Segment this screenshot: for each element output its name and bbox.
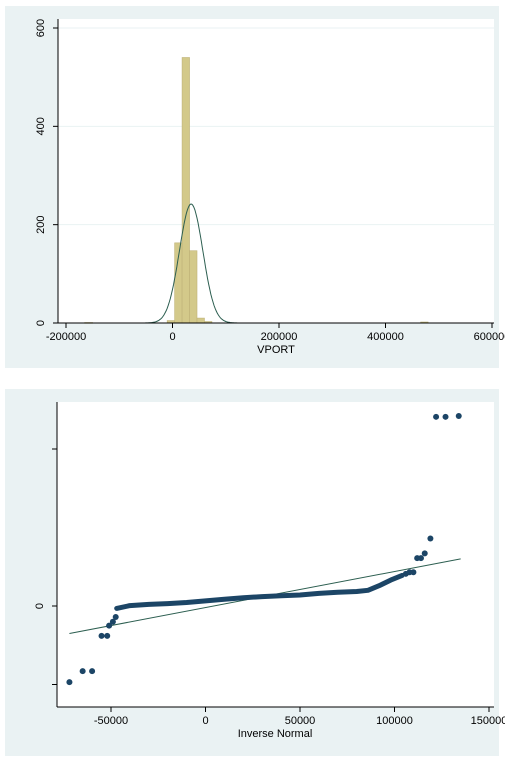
histogram-bar (181, 57, 190, 324)
quantile-point (410, 569, 417, 576)
quantile-point (109, 618, 116, 625)
y-tick-label: 600 (35, 19, 47, 37)
quantile-normal-chart: -50000 0 50000 100000 150000 0 Inverse Normal (5, 389, 505, 756)
quantile-point (112, 613, 119, 620)
x-tick-label: 0 (169, 331, 175, 343)
quantile-point (66, 679, 73, 686)
quantile-point (79, 668, 86, 675)
quantile-points (66, 413, 462, 686)
x-tick-label: 400000 (367, 331, 404, 343)
quantile-point (98, 632, 105, 639)
quantile-point (421, 550, 428, 557)
x-axis-title: VPORT (257, 344, 295, 356)
x-tick-label: 150000 (471, 715, 505, 727)
axis-ticks: -50000 0 50000 100000 150000 0 (34, 448, 505, 727)
x-tick-label: 200000 (261, 331, 298, 343)
x-tick-label: 0 (202, 715, 208, 727)
quantile-point (417, 555, 424, 562)
x-tick-label: -200000 (46, 331, 86, 343)
quantile-point (455, 413, 462, 420)
y-tick-label: 0 (34, 603, 46, 609)
plot-area (57, 402, 494, 707)
plot-area (58, 19, 494, 323)
quantile-point (442, 413, 449, 420)
quantile-point (427, 535, 434, 542)
grid-lines (58, 27, 494, 226)
x-tick-label: -50000 (94, 715, 128, 727)
quantile-points-dense (114, 572, 405, 611)
y-tick-label: 0 (35, 320, 47, 326)
quantile-point (433, 413, 440, 420)
x-tick-label: 100000 (376, 715, 413, 727)
x-tick-label: 50000 (285, 715, 316, 727)
histogram-bar (196, 317, 205, 324)
x-axis-title: Inverse Normal (238, 728, 313, 740)
quantile-point (89, 668, 96, 675)
quantile-point (106, 622, 113, 629)
y-tick-label: 200 (35, 215, 47, 233)
histogram-bar (189, 250, 198, 324)
quantile-point (104, 632, 111, 639)
y-tick-label: 400 (35, 117, 47, 135)
